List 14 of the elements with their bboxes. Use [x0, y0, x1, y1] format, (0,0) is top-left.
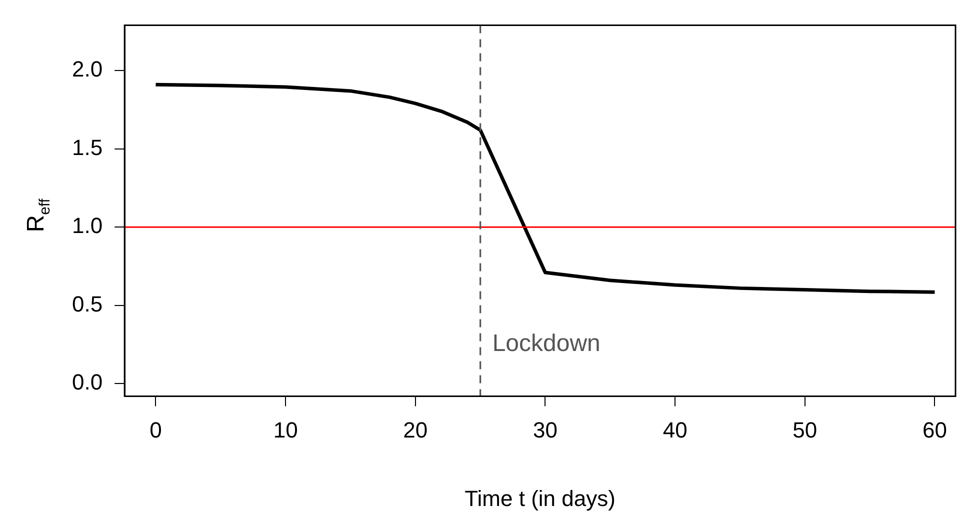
x-tick-label: 0	[150, 417, 162, 442]
y-tick-label: 2.0	[72, 56, 103, 82]
y-tick-label: 0.5	[72, 291, 103, 316]
x-tick-label: 40	[662, 417, 688, 442]
x-tick-label: 20	[403, 417, 428, 442]
x-tick-label: 30	[533, 417, 558, 442]
y-tick-label: 0.0	[72, 370, 103, 395]
y-tick-label: 1.5	[72, 134, 103, 160]
y-tick-label: 1.0	[72, 213, 103, 238]
x-axis-title: Time t (in days)	[464, 486, 616, 511]
x-tick-label: 10	[273, 417, 298, 442]
x-tick-label: 60	[922, 417, 947, 442]
x-tick-label: 50	[792, 417, 818, 442]
ref-line-label: Lockdown	[492, 330, 600, 357]
